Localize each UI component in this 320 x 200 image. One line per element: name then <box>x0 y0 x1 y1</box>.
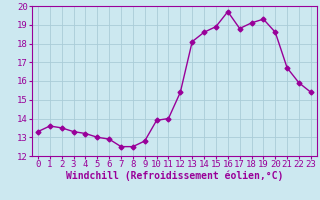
X-axis label: Windchill (Refroidissement éolien,°C): Windchill (Refroidissement éolien,°C) <box>66 171 283 181</box>
